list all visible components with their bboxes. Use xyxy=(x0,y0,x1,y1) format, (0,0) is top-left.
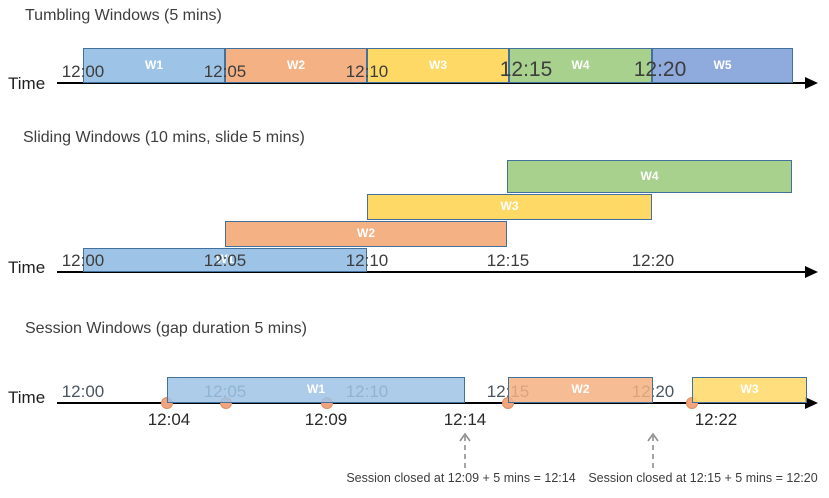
sliding-window-w3 xyxy=(367,194,652,220)
session-window-w2 xyxy=(508,377,653,403)
sliding-window-w3-label: W3 xyxy=(500,199,519,213)
tumbling-axis-tick-label: 12:15 xyxy=(499,58,553,81)
tumbling-window-w5-label: W5 xyxy=(713,57,732,72)
tumbling-window-w3 xyxy=(367,48,509,83)
sliding-axis-tick-label: 12:05 xyxy=(203,251,247,270)
tumbling-axis-tick-label: 12:00 xyxy=(61,62,105,81)
session-event-time-label: 12:22 xyxy=(694,410,738,429)
session-time-axis-label: Time xyxy=(8,388,46,407)
session-window-w3-label: W3 xyxy=(740,382,759,396)
tumbling-timeline xyxy=(57,82,807,85)
sliding-window-w2 xyxy=(225,221,507,247)
session-window-w1-label: W1 xyxy=(307,382,325,396)
sliding-timeline-arrowhead-icon xyxy=(805,266,818,278)
session-window-w1 xyxy=(167,377,465,403)
tumbling-window-w2-label: W2 xyxy=(287,57,305,72)
tumbling-axis-tick-label: 12:10 xyxy=(345,62,389,81)
tumbling-axis-tick-label: 12:05 xyxy=(203,62,247,81)
tumbling-window-w1 xyxy=(83,48,225,83)
tumbling-axis-tick-label: 12:20 xyxy=(633,58,687,81)
sliding-axis-tick-label: 12:15 xyxy=(486,251,530,270)
sliding-axis-tick-label: 12:10 xyxy=(345,251,389,270)
sliding-axis-tick-label: 12:20 xyxy=(631,251,675,270)
sliding-window-w4-label: W4 xyxy=(640,168,659,183)
session-timeline-arrowhead-icon xyxy=(805,397,818,409)
tumbling-window-w5 xyxy=(652,48,793,83)
sliding-time-axis-label: Time xyxy=(8,258,46,277)
session-close-note: Session closed at 12:09 + 5 mins = 12:14 xyxy=(346,471,576,485)
session-axis-tick-label: 12:00 xyxy=(61,382,105,401)
sliding-window-w4 xyxy=(507,160,792,193)
sliding-axis-tick-label: 12:00 xyxy=(61,251,105,270)
session-section-title: Session Windows (gap duration 5 mins) xyxy=(25,320,307,337)
tumbling-time-axis-label: Time xyxy=(8,74,46,93)
tumbling-section-title: Tumbling Windows (5 mins) xyxy=(25,7,222,24)
session-timeline xyxy=(57,402,807,405)
session-close-dashed-up-arrow xyxy=(647,432,659,468)
tumbling-window-w3-label: W3 xyxy=(429,57,447,72)
sliding-window-w2-label: W2 xyxy=(357,226,375,240)
session-event-time-label: 12:04 xyxy=(147,410,191,429)
sliding-section-title: Sliding Windows (10 mins, slide 5 mins) xyxy=(23,129,305,146)
session-close-dashed-up-arrow xyxy=(459,432,471,468)
tumbling-timeline-arrowhead-icon xyxy=(805,77,818,89)
session-event-time-label: 12:09 xyxy=(304,410,348,429)
tumbling-window-w2 xyxy=(225,48,367,83)
tumbling-window-w1-label: W1 xyxy=(145,57,163,72)
sliding-window-w1 xyxy=(83,248,367,272)
sliding-window-w1-label: W1 xyxy=(216,252,234,266)
tumbling-window-w4 xyxy=(509,48,652,83)
tumbling-window-w4-label: W4 xyxy=(571,57,590,72)
session-window-w3 xyxy=(692,377,807,403)
session-close-note: Session closed at 12:15 + 5 mins = 12:20 xyxy=(588,471,818,485)
sliding-timeline xyxy=(57,271,807,274)
session-event-time-label: 12:14 xyxy=(443,410,487,429)
session-window-w2-label: W2 xyxy=(571,382,590,396)
